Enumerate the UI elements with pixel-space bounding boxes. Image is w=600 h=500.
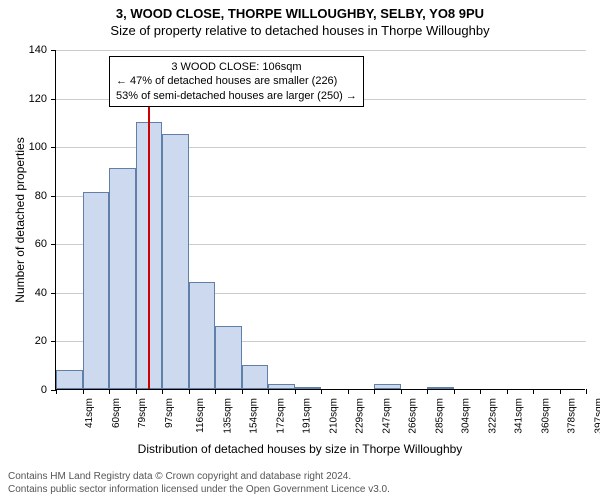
ytick-label: 60 xyxy=(17,238,47,250)
chart-area: Number of detached properties 0204060801… xyxy=(55,50,585,390)
xtick-label: 285sqm xyxy=(434,398,445,434)
ytick-mark xyxy=(51,50,56,51)
xtick-mark xyxy=(295,389,296,394)
xtick-label: 154sqm xyxy=(249,398,260,434)
ytick-label: 100 xyxy=(17,141,47,153)
xtick-label: 304sqm xyxy=(461,398,472,434)
xtick-label: 60sqm xyxy=(111,398,122,428)
xtick-mark xyxy=(83,389,84,394)
ytick-mark xyxy=(51,147,56,148)
xtick-mark xyxy=(321,389,322,394)
chart-title-sub: Size of property relative to detached ho… xyxy=(0,21,600,38)
xtick-label: 341sqm xyxy=(514,398,525,434)
xtick-mark xyxy=(454,389,455,394)
xtick-label: 116sqm xyxy=(195,398,206,433)
xtick-mark xyxy=(348,389,349,394)
footer-line: Contains public sector information licen… xyxy=(8,483,390,496)
xtick-label: 97sqm xyxy=(164,398,175,428)
ytick-mark xyxy=(51,99,56,100)
xtick-mark xyxy=(189,389,190,394)
xtick-mark xyxy=(268,389,269,394)
histogram-bar xyxy=(162,134,189,389)
ytick-mark xyxy=(51,196,56,197)
xtick-label: 378sqm xyxy=(567,398,578,434)
xtick-label: 322sqm xyxy=(487,398,498,434)
gridline xyxy=(56,50,586,51)
xtick-mark xyxy=(507,389,508,394)
xtick-label: 397sqm xyxy=(593,398,600,434)
ytick-label: 140 xyxy=(17,44,47,56)
xtick-mark xyxy=(401,389,402,394)
histogram-bar xyxy=(56,370,83,389)
xtick-label: 79sqm xyxy=(137,398,148,428)
ytick-label: 0 xyxy=(17,384,47,396)
histogram-bar xyxy=(295,387,322,389)
annotation-line: ← 47% of detached houses are smaller (22… xyxy=(116,74,357,88)
xtick-label: 191sqm xyxy=(302,398,313,434)
ytick-label: 120 xyxy=(17,93,47,105)
ytick-label: 40 xyxy=(17,287,47,299)
xtick-label: 266sqm xyxy=(408,398,419,434)
xtick-mark xyxy=(215,389,216,394)
xtick-mark xyxy=(136,389,137,394)
xtick-mark xyxy=(533,389,534,394)
xtick-label: 172sqm xyxy=(275,398,286,434)
xtick-label: 135sqm xyxy=(222,398,233,434)
ytick-mark xyxy=(51,293,56,294)
chart-title-main: 3, WOOD CLOSE, THORPE WILLOUGHBY, SELBY,… xyxy=(0,0,600,21)
histogram-bar xyxy=(109,168,136,389)
xtick-label: 360sqm xyxy=(540,398,551,434)
reference-line xyxy=(148,73,150,389)
histogram-bar xyxy=(189,282,216,389)
xtick-label: 41sqm xyxy=(84,398,95,428)
xtick-label: 210sqm xyxy=(328,398,339,434)
histogram-bar xyxy=(268,384,295,389)
histogram-bar xyxy=(83,192,110,389)
xtick-label: 229sqm xyxy=(355,398,366,434)
xtick-mark xyxy=(242,389,243,394)
footer-attribution: Contains HM Land Registry data © Crown c… xyxy=(8,470,390,496)
xtick-mark xyxy=(586,389,587,394)
ytick-label: 20 xyxy=(17,335,47,347)
histogram-bar xyxy=(242,365,269,389)
histogram-bar xyxy=(215,326,242,389)
ytick-mark xyxy=(51,341,56,342)
xtick-mark xyxy=(427,389,428,394)
annotation-box: 3 WOOD CLOSE: 106sqm ← 47% of detached h… xyxy=(109,56,364,107)
xtick-mark xyxy=(480,389,481,394)
ytick-label: 80 xyxy=(17,190,47,202)
footer-line: Contains HM Land Registry data © Crown c… xyxy=(8,470,390,483)
xtick-mark xyxy=(56,389,57,394)
xtick-label: 247sqm xyxy=(381,398,392,434)
xtick-mark xyxy=(560,389,561,394)
histogram-bar xyxy=(374,384,401,389)
xtick-mark xyxy=(162,389,163,394)
x-axis-label: Distribution of detached houses by size … xyxy=(0,442,600,456)
xtick-mark xyxy=(109,389,110,394)
ytick-mark xyxy=(51,244,56,245)
xtick-mark xyxy=(374,389,375,394)
annotation-line: 53% of semi-detached houses are larger (… xyxy=(116,89,357,103)
annotation-line: 3 WOOD CLOSE: 106sqm xyxy=(116,60,357,74)
histogram-bar xyxy=(427,387,454,389)
